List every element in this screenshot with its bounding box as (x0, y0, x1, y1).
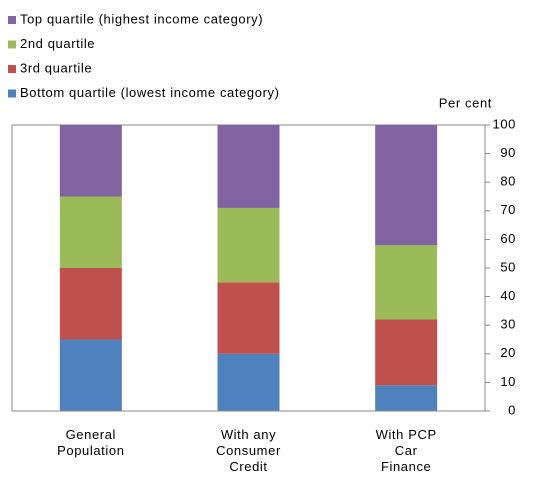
legend-label: 3rd quartile (20, 60, 92, 75)
y-tick-label: 100 (493, 116, 517, 131)
legend-swatch (8, 40, 16, 49)
bar-segment (59, 268, 122, 340)
y-tick-label: 40 (500, 288, 516, 303)
y-tick-label: 0 (508, 402, 516, 417)
y-axis-label: Per cent (439, 95, 492, 110)
bar-segment (59, 125, 122, 197)
legend-swatch (8, 65, 16, 73)
bar-segment (217, 207, 280, 283)
bar-segment (59, 196, 122, 268)
x-tick-label: General Population (57, 427, 124, 458)
legend-label: Top quartile (highest income category) (20, 11, 263, 26)
bar-segment (375, 125, 438, 246)
legend-swatch (8, 89, 16, 98)
x-tick-label: With any Consumer Credit (216, 427, 281, 474)
y-tick-label: 80 (500, 174, 516, 189)
y-tick-label: 70 (500, 202, 516, 217)
legend-label: 2nd quartile (20, 36, 95, 51)
bar-segment (217, 125, 280, 208)
bar-segment (375, 385, 438, 411)
x-tick-label: With PCP Car Finance (376, 427, 437, 474)
bar-segment (59, 339, 122, 411)
legend-label: Bottom quartile (lowest income category) (20, 85, 280, 100)
y-tick-label: 50 (500, 259, 516, 274)
y-tick-label: 20 (500, 345, 516, 360)
bar-segment (375, 245, 438, 320)
legend-swatch (8, 16, 16, 24)
y-tick-label: 30 (500, 317, 516, 332)
bar-segment (217, 282, 280, 354)
bar-segment (217, 353, 280, 411)
bar-segment (375, 319, 438, 386)
y-tick-label: 10 (500, 374, 516, 389)
y-tick-label: 90 (500, 145, 516, 160)
y-tick-label: 60 (500, 231, 516, 246)
